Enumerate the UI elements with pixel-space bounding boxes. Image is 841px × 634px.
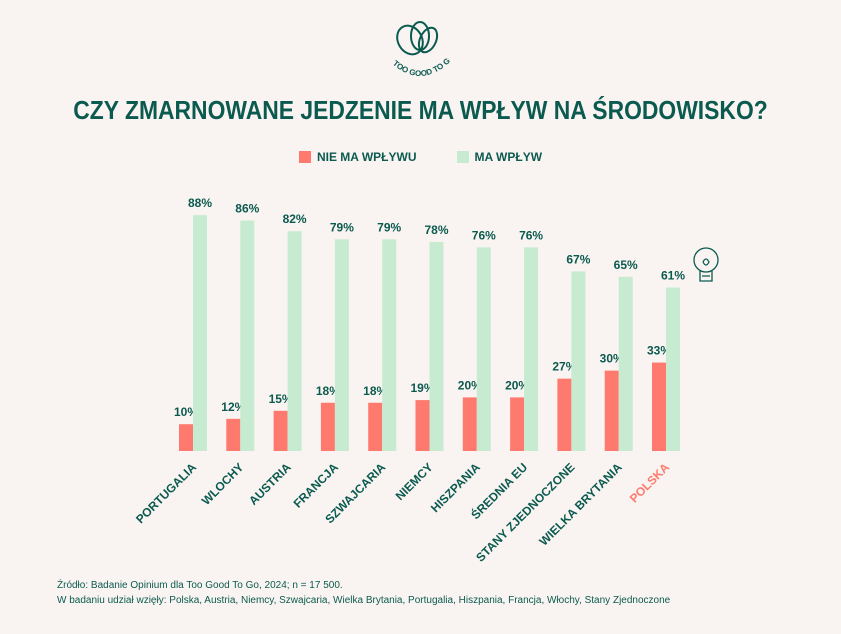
bar-chart: 10% 88% PORTUGALIA 12% 86% WLOCHY 15% 82% AUSTRI… [133, 196, 719, 565]
data-label: 12% [221, 400, 245, 414]
category-label: WIELKA BRYTANIA [537, 460, 626, 549]
bar-ma-wplyw [382, 239, 397, 451]
bar-nie-ma-wplywu [273, 410, 288, 451]
bar-ma-wplyw [334, 239, 349, 451]
bar-nie-ma-wplywu [179, 424, 193, 451]
bar-ma-wplyw [524, 247, 539, 451]
bar-nie-ma-wplywu [415, 400, 430, 451]
data-label: 65% [614, 258, 638, 272]
data-label: 27% [552, 360, 576, 374]
footnote-source: Źródło: Badanie Opinium dla Too Good To … [57, 580, 343, 591]
data-label: 86% [235, 202, 259, 216]
bar-ma-wplyw [476, 247, 491, 451]
legend: NIE MA WPŁYWU MA WPŁYW [0, 150, 841, 164]
category-label: AUSTRIA [246, 460, 294, 508]
bar-ma-wplyw [429, 241, 444, 451]
data-label: 10% [174, 405, 198, 419]
category-label: WLOCHY [199, 460, 247, 508]
data-label: 30% [600, 352, 624, 366]
footnote: Źródło: Badanie Opinium dla Too Good To … [57, 578, 670, 608]
data-label: 88% [188, 196, 212, 210]
data-label: 20% [505, 378, 529, 392]
data-label: 67% [566, 252, 590, 266]
data-label: 33% [647, 344, 671, 358]
footnote-participants: W badaniu udział wzięły: Polska, Austria… [57, 595, 671, 606]
bar-nie-ma-wplywu [226, 418, 241, 451]
data-label: 18% [363, 384, 387, 398]
chart-title: CZY ZMARNOWANE JEDZENIE MA WPŁYW NA ŚROD… [73, 95, 768, 125]
category-label: NIEMCY [393, 460, 436, 503]
data-label: 76% [472, 228, 496, 242]
bar-ma-wplyw [193, 215, 207, 451]
category-label: PORTUGALIA [133, 460, 199, 526]
data-label: 79% [377, 220, 401, 234]
data-label: 79% [330, 220, 354, 234]
category-label: POLSKA [627, 460, 672, 505]
legend-item-nie-ma-wplywu: NIE MA WPŁYWU [298, 150, 417, 164]
data-label: 18% [316, 384, 340, 398]
bar-nie-ma-wplywu [368, 402, 383, 451]
data-label: 20% [458, 378, 482, 392]
too-good-to-go-logo: TOO GOOD TO GO [380, 18, 452, 78]
legend-item-ma-wplyw: MA WPŁYW [456, 150, 543, 164]
bar-ma-wplyw [240, 220, 255, 451]
lightbulb-icon [693, 247, 719, 282]
bar-nie-ma-wplywu [652, 362, 666, 451]
legend-label: MA WPŁYW [474, 150, 543, 164]
bar-nie-ma-wplywu [320, 402, 335, 451]
legend-swatch [298, 151, 311, 163]
bar-nie-ma-wplywu [557, 378, 572, 451]
data-label: 61% [661, 269, 685, 283]
legend-swatch [456, 151, 469, 163]
category-label: FRANCJA [291, 460, 342, 511]
bar-nie-ma-wplywu [462, 397, 477, 451]
data-label: 19% [410, 381, 434, 395]
bar-ma-wplyw [287, 231, 302, 451]
legend-label: NIE MA WPŁYWU [316, 150, 417, 164]
data-label: 15% [269, 392, 293, 406]
bar-ma-wplyw [571, 271, 586, 451]
bar-nie-ma-wplywu [604, 370, 619, 451]
data-label: 78% [424, 223, 448, 237]
bar-nie-ma-wplywu [510, 397, 525, 451]
data-label: 76% [519, 228, 543, 242]
bar-ma-wplyw [666, 287, 680, 451]
data-label: 82% [283, 212, 307, 226]
bar-ma-wplyw [618, 276, 633, 451]
